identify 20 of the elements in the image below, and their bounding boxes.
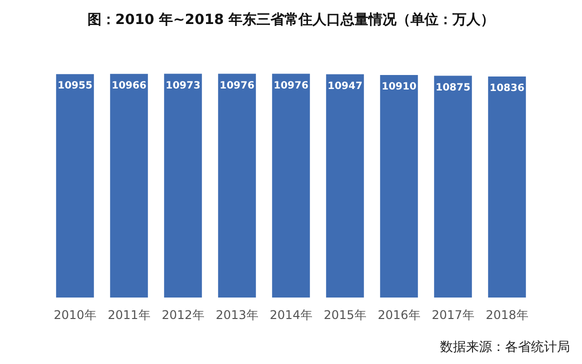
- data-label: 10955: [58, 80, 92, 92]
- data-label: 10910: [382, 82, 416, 93]
- x-tick-label: 2014年: [270, 308, 312, 322]
- x-tick-label: 2011年: [108, 308, 150, 322]
- data-label: 10947: [328, 80, 362, 92]
- x-tick-label: 2010年: [54, 308, 96, 322]
- data-label: 10875: [436, 82, 470, 94]
- data-label: 10836: [490, 83, 524, 94]
- x-tick-label: 2016年: [378, 308, 420, 322]
- data-label: 10976: [274, 80, 308, 92]
- source-note: 数据来源：各省统计局: [440, 340, 570, 355]
- x-tick-label: 2018年: [486, 308, 528, 322]
- data-label: 10973: [166, 80, 200, 92]
- x-tick-label: 2012年: [162, 308, 204, 322]
- data-label: 10966: [112, 80, 146, 92]
- x-tick-label: 2017年: [432, 308, 474, 322]
- data-label: 10976: [220, 80, 254, 92]
- x-tick-label: 2013年: [216, 308, 258, 322]
- chart-title: 图：2010 年~2018 年东三省常住人口总量情况（单位：万人）: [87, 11, 495, 28]
- x-tick-label: 2015年: [324, 308, 366, 322]
